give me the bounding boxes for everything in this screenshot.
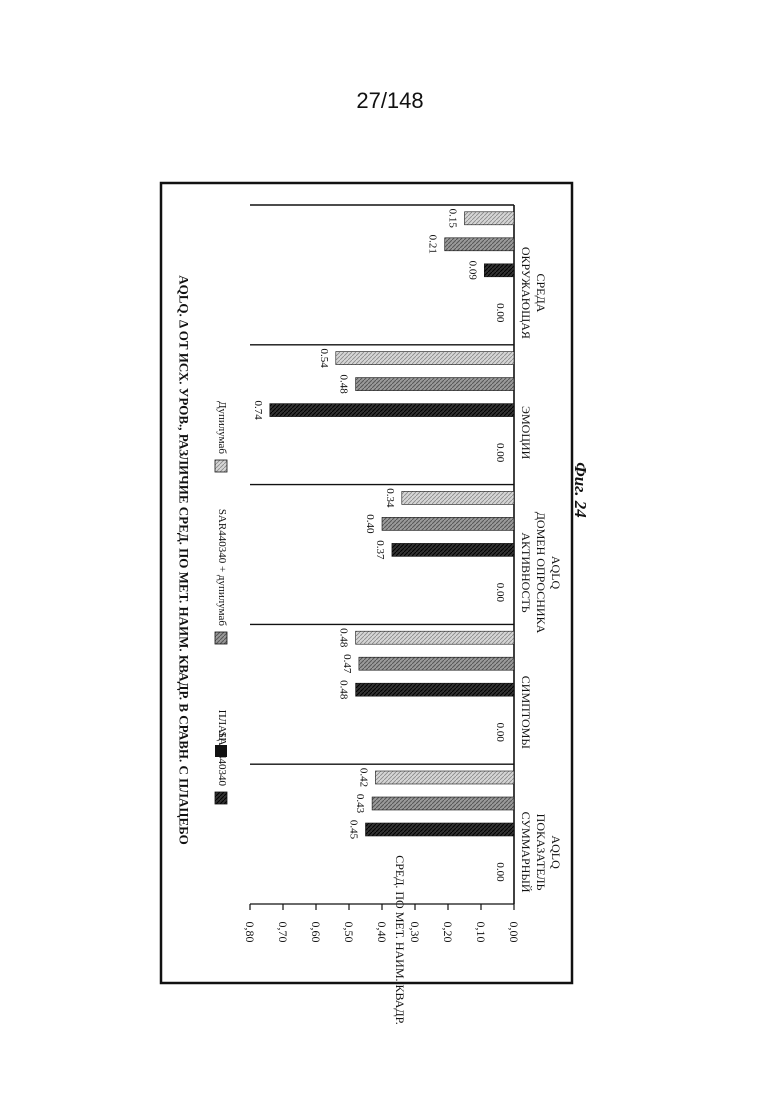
legend-swatch <box>215 792 227 804</box>
y-tick-label: 0,20 <box>441 922 455 943</box>
data-label-placebo: 0.00 <box>494 443 506 463</box>
data-label: 0.45 <box>348 820 360 840</box>
data-label-placebo: 0.00 <box>494 303 506 323</box>
legend-label: ПЛАЦ <box>216 710 228 741</box>
data-label-placebo: 0.00 <box>494 723 506 743</box>
data-label: 0.37 <box>374 540 386 560</box>
data-label: 0.40 <box>364 514 376 534</box>
data-label: 0.48 <box>338 628 350 648</box>
data-label-placebo: 0.00 <box>494 583 506 603</box>
y-tick-label: 0,50 <box>342 922 356 943</box>
category-label: ЭМОЦИИ <box>519 406 533 460</box>
category-label: AQLQ <box>549 556 563 590</box>
bar- <box>336 352 514 365</box>
y-tick-label: 0,40 <box>375 922 389 943</box>
data-label: 0.15 <box>447 209 459 229</box>
legend-label: Дупилумаб <box>216 401 228 454</box>
data-label: 0.48 <box>338 680 350 700</box>
category-label: ДОМЕН ОПРОСНИКА <box>534 512 548 634</box>
figure-caption: Фиг. 24 <box>570 410 590 570</box>
bar-sar440340 <box>392 543 514 556</box>
bar-sar440340 <box>366 823 515 836</box>
category-label: СУММАРНЫЙ <box>519 812 533 893</box>
category-label: СРЕДА <box>534 273 548 312</box>
data-label: 0.09 <box>466 261 478 281</box>
chart-title: AQLQ. Δ ОТ ИСХ. УРОВ., РАЗЛИЧИЕ СРЕД. ПО… <box>177 275 192 845</box>
legend-swatch-placebo <box>215 745 227 757</box>
bar-sar440340 <box>359 657 514 670</box>
y-tick-label: 0,60 <box>309 922 323 943</box>
category-label: AQLQ <box>549 835 563 869</box>
bar-sar440340 <box>382 517 514 530</box>
y-tick-label: 0,10 <box>474 922 488 943</box>
bar- <box>402 491 514 504</box>
data-label: 0.74 <box>252 400 264 420</box>
category-label: СИМПТОМЫ <box>519 676 533 750</box>
bar-sar440340 <box>445 238 514 251</box>
data-label: 0.43 <box>354 794 366 814</box>
category-label: ОКРУЖАЮЩАЯ <box>519 247 533 339</box>
legend-swatch <box>215 632 227 644</box>
legend-label: SAR440340 + дупилумаб <box>216 509 228 627</box>
category-label: ПОКАЗАТЕЛЬ <box>534 814 548 891</box>
bar- <box>465 212 515 225</box>
data-label: 0.48 <box>338 374 350 394</box>
bar-sar440340 <box>356 683 514 696</box>
y-axis-label: СРЕД. ПО МЕТ. НАИМ. КВАДР. <box>393 855 407 1025</box>
y-tick-label: 0,70 <box>276 922 290 943</box>
data-label-placebo: 0.00 <box>494 862 506 882</box>
data-label: 0.42 <box>357 768 369 787</box>
category-label: АКТИВНОСТЬ <box>519 532 533 612</box>
y-tick-label: 0,30 <box>408 922 422 943</box>
bar-sar440340 <box>372 797 514 810</box>
data-label: 0.47 <box>341 654 353 674</box>
bar- <box>356 631 514 644</box>
bar- <box>375 771 514 784</box>
data-label: 0.34 <box>384 488 396 508</box>
bar-sar440340 <box>270 404 514 417</box>
bar-sar440340 <box>484 264 514 277</box>
bar-sar440340 <box>356 378 514 391</box>
y-tick-label: 0,80 <box>243 922 257 943</box>
data-label: 0.54 <box>318 348 330 368</box>
data-label: 0.21 <box>427 235 439 254</box>
y-tick-label: 0,00 <box>507 922 521 943</box>
legend-swatch <box>215 460 227 472</box>
